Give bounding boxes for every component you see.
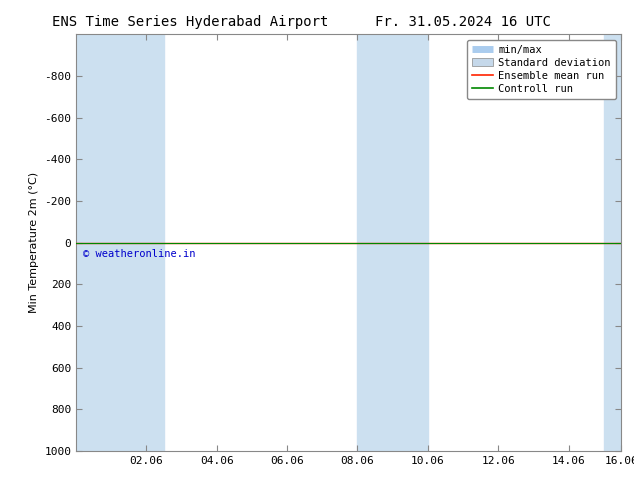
Y-axis label: Min Temperature 2m (°C): Min Temperature 2m (°C) (29, 172, 39, 313)
Bar (358, 34, 428, 451)
Text: Fr. 31.05.2024 16 UTC: Fr. 31.05.2024 16 UTC (375, 15, 551, 29)
Text: © weatheronline.in: © weatheronline.in (83, 249, 196, 259)
Legend: min/max, Standard deviation, Ensemble mean run, Controll run: min/max, Standard deviation, Ensemble me… (467, 40, 616, 99)
Bar (76, 34, 164, 451)
Text: ENS Time Series Hyderabad Airport: ENS Time Series Hyderabad Airport (52, 15, 328, 29)
Bar (604, 34, 621, 451)
